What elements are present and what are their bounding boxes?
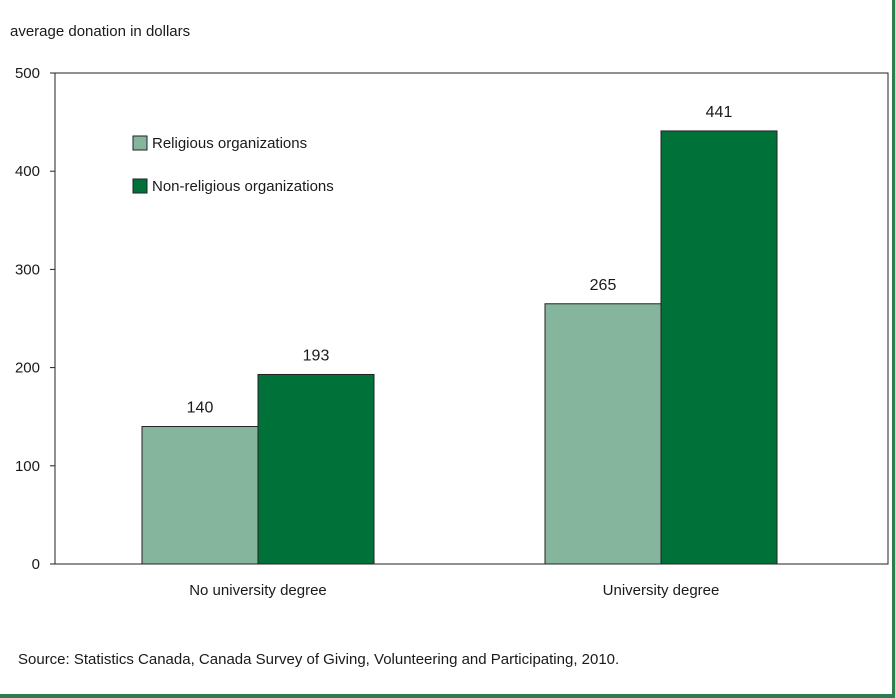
plot-area (54, 72, 889, 565)
data-labels: 140 193 265 441 (187, 104, 733, 417)
y-tick-label: 500 (15, 65, 40, 82)
legend-swatch (132, 178, 148, 194)
y-tick-label: 300 (15, 261, 40, 278)
y-tick-label: 200 (15, 360, 40, 377)
data-label: 441 (706, 104, 733, 121)
legend-swatch (132, 135, 148, 151)
legend-label: Religious organizations (152, 135, 307, 152)
data-label: 265 (590, 277, 617, 294)
y-axis-label: average donation in dollars (10, 23, 190, 40)
source-note: Source: Statistics Canada, Canada Survey… (18, 651, 619, 668)
bar (544, 303, 662, 565)
bar (257, 373, 375, 565)
y-tick-label: 400 (15, 163, 40, 180)
y-tick-label: 0 (32, 556, 40, 573)
bars (141, 130, 778, 565)
bar (660, 130, 778, 565)
bar (141, 426, 259, 565)
y-tick-label: 100 (15, 458, 40, 475)
legend-label: Non-religious organizations (152, 178, 334, 195)
legend: Religious organizations Non-religious org… (132, 135, 334, 195)
x-axis: No university degree University degree (189, 582, 719, 599)
y-axis: 0 100 200 300 400 500 (15, 65, 55, 573)
data-label: 140 (187, 400, 214, 417)
x-category-label: No university degree (189, 582, 327, 599)
data-label: 193 (303, 347, 330, 364)
x-category-label: University degree (603, 582, 720, 599)
